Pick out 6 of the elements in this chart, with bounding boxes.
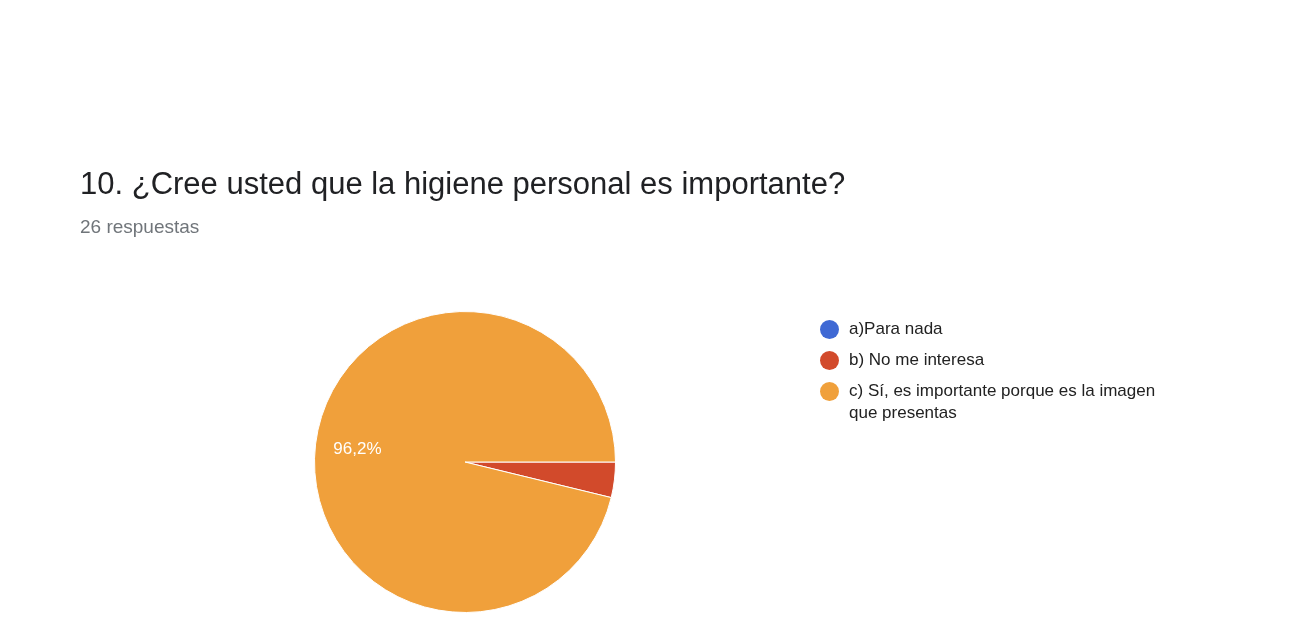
data-label: 96,2% [333, 438, 382, 458]
legend-label: a)Para nada [849, 318, 943, 340]
legend-label: b) No me interesa [849, 349, 985, 371]
legend-label: c) Sí, es importante porque es la imagen que presentas [849, 380, 1157, 424]
chart-title: 10. ¿Cree usted que la higiene personal es importante? [80, 166, 846, 202]
text: 26 respuestas [80, 216, 200, 238]
